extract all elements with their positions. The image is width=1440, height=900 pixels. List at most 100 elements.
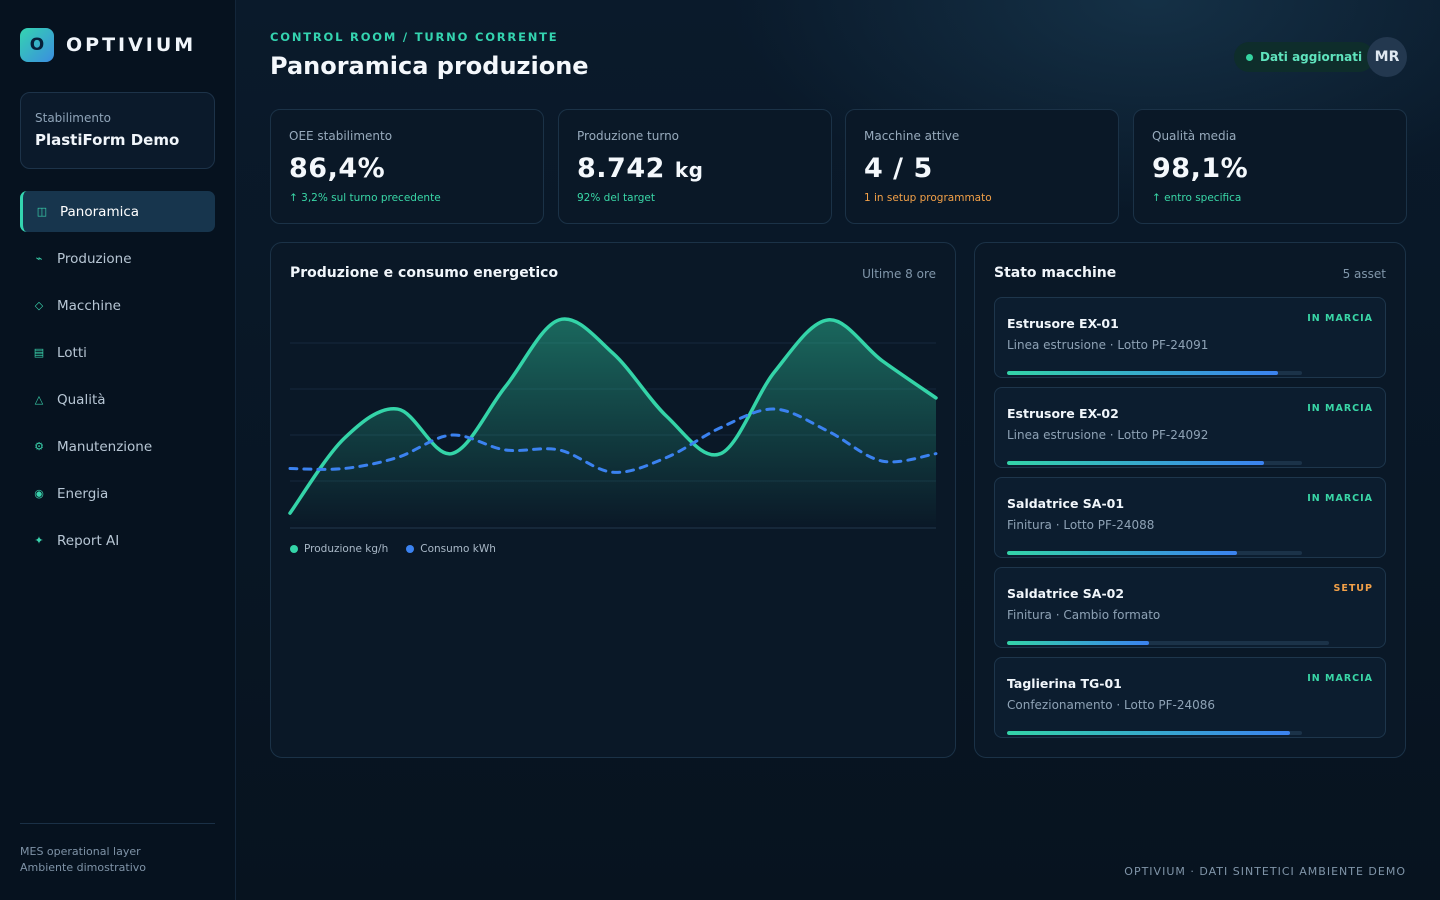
series-area-produzione xyxy=(290,319,936,528)
kpi-value: 98,1% xyxy=(1152,153,1388,184)
kpi-delta: ↑ entro specifica xyxy=(1152,192,1242,204)
diamond-icon: ◇ xyxy=(34,299,44,312)
kpi-label: OEE stabilimento xyxy=(289,129,393,143)
sidebar-item-label: Report AI xyxy=(57,532,120,549)
machine-card[interactable]: Taglierina TG-01 Confezionamento · Lotto … xyxy=(994,657,1386,738)
sidebar-item-label: Lotti xyxy=(57,344,87,361)
status-text: Dati aggiornati xyxy=(1260,50,1363,64)
sidebar-item-panoramica[interactable]: ◫ Panoramica xyxy=(20,191,215,232)
machine-status-badge: IN MARCIA xyxy=(1307,673,1373,684)
series-line-consumo[interactable] xyxy=(288,407,938,474)
sidebar-item-produzione[interactable]: ⌁ Produzione xyxy=(20,238,215,279)
sparkle-icon: ✦ xyxy=(34,534,44,547)
sidebar-nav: ◫ Panoramica ⌁ Produzione ◇ Macchine ▤ Lotti △ Qu… xyxy=(20,191,215,567)
chart-legend: Produzione kg/h Consumo kWh xyxy=(290,543,514,555)
sidebar-item-energia[interactable]: ◉ Energia xyxy=(20,473,215,514)
kpi-number: 8.742 xyxy=(577,153,665,184)
kpi-number: 4 / 5 xyxy=(864,153,933,184)
machine-progress-fill xyxy=(1007,551,1238,555)
avatar[interactable]: MR xyxy=(1367,37,1407,77)
brand[interactable]: O OPTIVIUM xyxy=(20,28,196,62)
machine-status-badge: IN MARCIA xyxy=(1307,313,1373,324)
sidebar-item-qualit-[interactable]: △ Qualità xyxy=(20,379,215,420)
brand-logo-icon: O xyxy=(20,28,54,62)
kpi-label: Produzione turno xyxy=(577,129,680,143)
machine-status-badge: IN MARCIA xyxy=(1307,403,1373,414)
machine-card[interactable]: Estrusore EX-02 Linea estrusione · Lotto … xyxy=(994,387,1386,468)
machines-count: 5 asset xyxy=(1342,267,1386,281)
sidebar-footer-line1: MES operational layer xyxy=(20,845,141,858)
sidebar-item-manutenzione[interactable]: ⚙ Manutenzione xyxy=(20,426,215,467)
sidebar-item-label: Energia xyxy=(57,485,109,502)
kpi-unit: kg xyxy=(674,158,704,182)
machine-progress-track xyxy=(1007,731,1302,735)
sidebar-footer-line2: Ambiente dimostrativo xyxy=(20,861,146,874)
gear-icon: ⚙ xyxy=(34,440,44,453)
kpi-card[interactable]: Qualità media 98,1% ↑ entro specifica xyxy=(1133,109,1407,224)
sidebar-item-label: Panoramica xyxy=(60,203,140,220)
kpi-label: Qualità media xyxy=(1152,129,1237,143)
machine-progress-track xyxy=(1007,551,1302,555)
legend-swatch-icon xyxy=(290,545,298,553)
plant-selector[interactable]: Stabilimento PlastiForm Demo xyxy=(20,92,215,169)
chart-title: Produzione e consumo energetico xyxy=(290,265,559,281)
status-badge: Dati aggiornati xyxy=(1234,42,1375,72)
plant-name: PlastiForm Demo xyxy=(35,131,180,149)
machine-description: Linea estrusione · Lotto PF-24092 xyxy=(1007,428,1209,442)
machine-name: Taglierina TG-01 xyxy=(1007,676,1122,691)
machine-progress-track xyxy=(1007,461,1302,465)
machine-progress-track xyxy=(1007,641,1329,645)
legend-label: Consumo kWh xyxy=(420,543,496,555)
machine-description: Confezionamento · Lotto PF-24086 xyxy=(1007,698,1216,712)
kpi-number: 86,4% xyxy=(289,153,386,184)
target-icon: ◉ xyxy=(34,487,44,500)
sidebar-item-report-ai[interactable]: ✦ Report AI xyxy=(20,520,215,561)
kpi-delta: ↑ 3,2% sul turno precedente xyxy=(289,192,441,204)
list-icon: ▤ xyxy=(33,346,45,359)
machine-progress-fill xyxy=(1007,641,1149,645)
sidebar-item-label: Macchine xyxy=(57,297,121,314)
series-line-produzione[interactable] xyxy=(288,317,938,515)
kpi-card[interactable]: Macchine attive 4 / 5 1 in setup programma… xyxy=(845,109,1119,224)
sidebar-item-label: Qualità xyxy=(57,391,106,408)
sidebar-footer: MES operational layer Ambiente dimostrat… xyxy=(20,823,215,876)
machine-card[interactable]: Saldatrice SA-02 Finitura · Cambio format… xyxy=(994,567,1386,648)
kpi-card[interactable]: Produzione turno 8.742 kg 92% del target xyxy=(558,109,832,224)
machine-name: Saldatrice SA-02 xyxy=(1007,586,1125,601)
sidebar: O OPTIVIUM Stabilimento PlastiForm Demo … xyxy=(0,0,236,900)
machine-progress-fill xyxy=(1007,371,1279,375)
kpi-value: 4 / 5 xyxy=(864,153,1100,184)
page-title: Panoramica produzione xyxy=(270,52,589,80)
sidebar-item-lotti[interactable]: ▤ Lotti xyxy=(20,332,215,373)
machine-progress-fill xyxy=(1007,731,1291,735)
machine-name: Saldatrice SA-01 xyxy=(1007,496,1125,511)
kpi-value: 86,4% xyxy=(289,153,525,184)
machines-panel: Stato macchine 5 asset Estrusore EX-01 Li… xyxy=(974,242,1406,758)
machine-progress-fill xyxy=(1007,461,1264,465)
machine-description: Linea estrusione · Lotto PF-24091 xyxy=(1007,338,1209,352)
plant-label: Stabilimento xyxy=(35,111,112,125)
kpi-delta: 92% del target xyxy=(577,192,655,204)
machine-status-badge: SETUP xyxy=(1333,583,1373,594)
kpi-number: 98,1% xyxy=(1152,153,1249,184)
chart-range[interactable]: Ultime 8 ore xyxy=(862,267,936,281)
sidebar-item-label: Produzione xyxy=(57,250,132,267)
legend-item[interactable]: Produzione kg/h xyxy=(290,543,388,555)
machines-title: Stato macchine xyxy=(994,265,1117,281)
kpi-card[interactable]: OEE stabilimento 86,4% ↑ 3,2% sul turno pr… xyxy=(270,109,544,224)
machine-description: Finitura · Cambio formato xyxy=(1007,608,1161,622)
machine-card[interactable]: Saldatrice SA-01 Finitura · Lotto PF-2408… xyxy=(994,477,1386,558)
legend-label: Produzione kg/h xyxy=(304,543,389,555)
sidebar-item-label: Manutenzione xyxy=(57,438,153,455)
machine-card[interactable]: Estrusore EX-01 Linea estrusione · Lotto … xyxy=(994,297,1386,378)
sidebar-item-macchine[interactable]: ◇ Macchine xyxy=(20,285,215,326)
machine-description: Finitura · Lotto PF-24088 xyxy=(1007,518,1155,532)
legend-swatch-icon xyxy=(406,545,415,553)
triangle-icon: △ xyxy=(34,393,44,406)
machine-status-badge: IN MARCIA xyxy=(1307,493,1373,504)
trend-icon: ⌁ xyxy=(35,252,43,265)
machine-progress-track xyxy=(1007,371,1302,375)
legend-item[interactable]: Consumo kWh xyxy=(406,543,496,555)
layout-icon: ◫ xyxy=(36,205,48,218)
kpi-value: 8.742 kg xyxy=(577,153,813,184)
